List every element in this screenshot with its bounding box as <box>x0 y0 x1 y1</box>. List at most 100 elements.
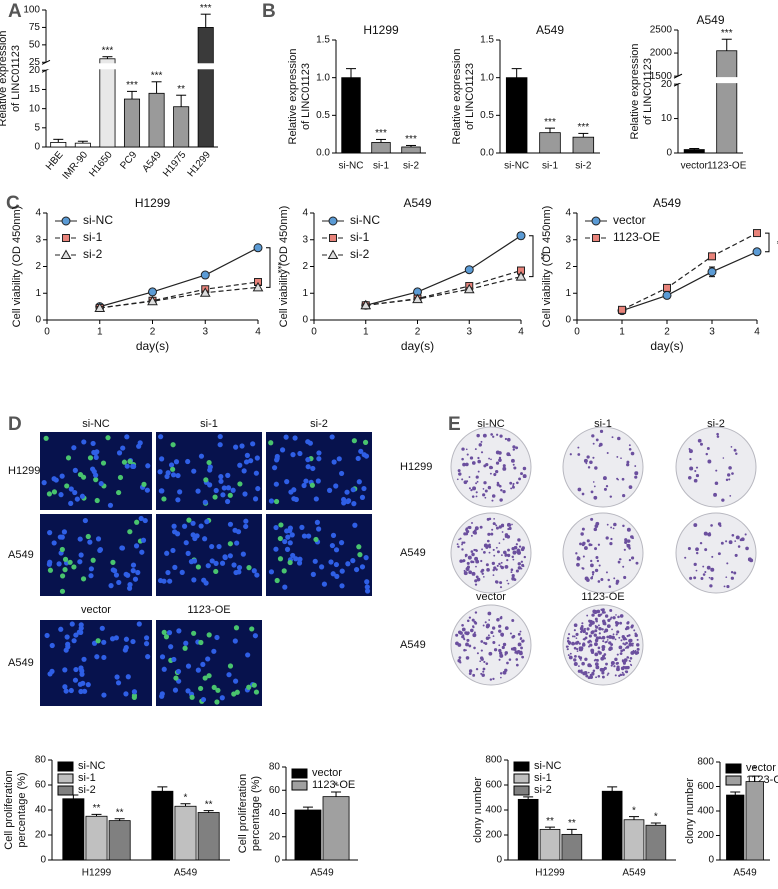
colony <box>484 642 488 645</box>
colony <box>506 661 509 665</box>
bar <box>716 50 738 154</box>
colony <box>609 608 613 612</box>
chart-title: A549 <box>536 23 564 37</box>
colony <box>617 436 621 441</box>
colony <box>504 651 508 655</box>
colony <box>635 561 639 565</box>
y-tick-label: 800 <box>485 755 502 766</box>
cell-nucleus <box>299 524 305 530</box>
legend-label: si-2 <box>78 784 96 796</box>
cell-nucleus <box>168 644 174 650</box>
colony <box>606 451 609 454</box>
colony <box>502 464 506 468</box>
y-axis-label: clony number <box>684 778 696 844</box>
colony <box>735 535 740 540</box>
colony <box>489 472 492 475</box>
colony <box>595 676 598 679</box>
x-tick-label: si-1 <box>542 161 559 172</box>
significance-label: * <box>334 781 338 792</box>
cell-nucleus <box>161 629 167 635</box>
colony <box>511 574 515 578</box>
colony <box>508 658 512 661</box>
cell-nucleus <box>190 532 196 538</box>
colony-dish <box>675 426 757 508</box>
cell-nucleus <box>279 447 286 453</box>
point <box>200 270 210 280</box>
bar <box>174 805 197 861</box>
colony <box>612 616 616 620</box>
cell-nucleus <box>341 500 347 506</box>
colony <box>468 525 472 530</box>
x-tick-label: 3 <box>202 327 208 338</box>
colony <box>500 565 504 570</box>
colony <box>586 455 590 459</box>
y-tick-label: 3 <box>35 234 41 245</box>
colony <box>456 478 459 481</box>
bar <box>341 77 361 154</box>
colony <box>630 664 633 667</box>
y-tick-label: 400 <box>485 805 502 816</box>
cell-nucleus <box>288 489 294 495</box>
colony <box>588 543 592 547</box>
cell-nucleus <box>127 529 133 535</box>
cell-nucleus <box>78 629 84 635</box>
x-tick-label: vector <box>681 161 709 172</box>
cell-nucleus <box>292 435 298 441</box>
colony <box>461 627 466 632</box>
cell-nucleus <box>183 540 189 546</box>
cell-nucleus <box>56 561 62 567</box>
colony <box>498 451 502 455</box>
colony <box>624 670 627 673</box>
cell-nucleus <box>161 666 167 672</box>
colony <box>589 675 594 679</box>
bar <box>539 132 561 154</box>
cell-nucleus <box>185 458 191 465</box>
cell-nucleus <box>206 632 212 638</box>
colony <box>493 566 497 570</box>
bar <box>151 790 174 861</box>
colony <box>590 490 594 494</box>
colony <box>522 466 527 471</box>
cell-nucleus <box>107 502 114 508</box>
colony <box>590 559 593 563</box>
colony <box>569 453 572 456</box>
colony <box>577 446 580 449</box>
cell-nucleus <box>47 530 53 536</box>
y-tick-label: 0 <box>708 855 714 866</box>
bar <box>726 794 745 861</box>
colony <box>622 524 625 528</box>
colony <box>688 449 693 454</box>
colony <box>498 644 501 647</box>
cell-nucleus <box>97 547 104 553</box>
colony <box>610 643 614 647</box>
colony <box>468 644 472 648</box>
colony <box>706 565 711 570</box>
colony <box>695 547 699 552</box>
y-axis-label: clony number <box>472 777 484 843</box>
cell-nucleus <box>362 439 369 445</box>
cell-nucleus <box>252 633 258 639</box>
colony <box>725 478 729 482</box>
colony <box>597 543 601 546</box>
cell-nucleus <box>198 453 205 459</box>
colony <box>502 466 507 471</box>
cell-nucleus <box>95 536 102 542</box>
colony <box>521 546 525 550</box>
colony <box>474 556 478 560</box>
cell-nucleus <box>289 532 295 538</box>
cell-nucleus <box>268 440 274 446</box>
colony <box>491 499 494 502</box>
significance-label: ** <box>534 252 545 260</box>
cell-nucleus <box>313 536 319 543</box>
cell-nucleus <box>159 654 166 660</box>
legend-marker <box>327 249 339 259</box>
y-tick-label: 0 <box>40 855 46 866</box>
cell-nucleus <box>130 638 136 645</box>
colony <box>583 670 588 675</box>
colony <box>484 489 488 493</box>
colony <box>501 531 504 533</box>
colony <box>502 490 506 494</box>
cell-nucleus <box>284 528 290 534</box>
colony <box>486 544 490 548</box>
colony <box>580 648 583 651</box>
